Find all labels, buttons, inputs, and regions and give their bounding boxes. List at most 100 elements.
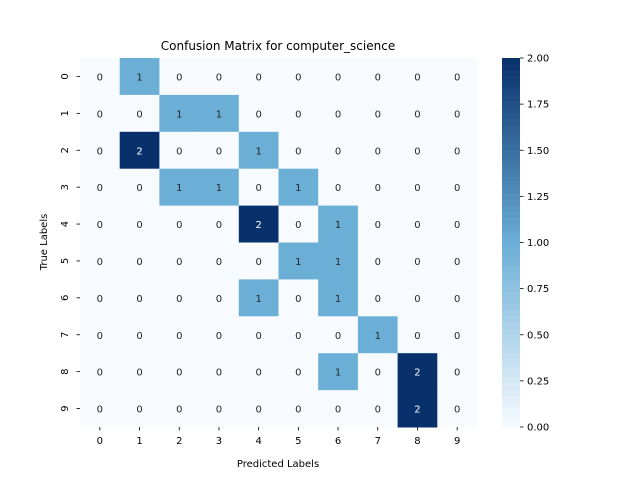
colorbar-segment	[502, 205, 520, 213]
cell-value-label: 0	[136, 368, 142, 379]
heatmap-cell	[278, 205, 319, 243]
cell-value-label: 0	[136, 183, 142, 194]
heatmap-cell	[437, 94, 478, 133]
colorbar-segment	[502, 181, 520, 188]
heatmap-cell	[238, 353, 279, 391]
heatmap-cell	[119, 279, 160, 317]
cell-value-label: 0	[97, 257, 103, 268]
colorbar-segment	[502, 310, 520, 317]
heatmap-cell	[199, 316, 240, 354]
cell-value-label: 0	[335, 109, 341, 120]
heatmap-cell	[318, 94, 359, 133]
cell-value-label: 1	[295, 257, 301, 268]
colorbar-segment	[502, 58, 520, 65]
cell-value-label: 0	[414, 257, 420, 268]
cell-value-label: 0	[295, 146, 301, 157]
colorbar-segment	[502, 144, 520, 151]
heatmap-cell	[199, 279, 240, 317]
cell-value-label: 0	[216, 405, 222, 416]
colorbar-segment	[502, 211, 520, 219]
heatmap-cell	[119, 94, 160, 133]
heatmap-cell	[278, 242, 319, 280]
cell-value-label: 0	[414, 331, 420, 342]
heatmap-cell	[238, 279, 279, 317]
colorbar-segment	[502, 334, 520, 342]
y-tick-label: 8	[60, 368, 71, 374]
colorbar-segment	[502, 383, 520, 391]
x-tick-label: 1	[136, 436, 142, 447]
heatmap-cell	[397, 58, 438, 96]
cell-value-label: 0	[295, 405, 301, 416]
colorbar-segment	[502, 174, 520, 182]
heatmap-cell	[278, 316, 319, 354]
x-tick-label: 2	[176, 436, 182, 447]
colorbar-segment	[502, 94, 520, 102]
cell-value-label: 0	[97, 109, 103, 120]
cell-value-label: 0	[255, 405, 261, 416]
heatmap-cell	[357, 390, 399, 428]
y-axis-label: True Labels	[39, 214, 50, 272]
heatmap-cell	[318, 242, 359, 280]
heatmap-cell	[80, 58, 121, 96]
heatmap-cell	[318, 316, 359, 354]
colorbar-segment	[502, 217, 520, 225]
colorbar-tick-label: 2.00	[527, 54, 549, 65]
cell-value-label: 0	[136, 331, 142, 342]
x-tick-label: 8	[414, 436, 420, 447]
heatmap-cell	[159, 58, 200, 96]
cell-value-label: 2	[136, 146, 142, 157]
heatmap-cell	[397, 390, 438, 428]
y-tick-label: 7	[60, 332, 71, 338]
colorbar-segment	[502, 347, 520, 354]
heatmap-cell	[159, 242, 200, 280]
heatmap-cell	[357, 353, 399, 391]
heatmap-cell	[437, 131, 478, 170]
y-tick-label: 0	[60, 73, 71, 79]
cell-value-label: 0	[255, 257, 261, 268]
heatmap-cell	[318, 58, 359, 96]
cell-value-label: 0	[335, 331, 341, 342]
cell-value-label: 0	[295, 109, 301, 120]
heatmap-cell	[119, 353, 160, 391]
cell-value-label: 0	[335, 183, 341, 194]
cell-value-label: 0	[454, 220, 460, 231]
colorbar-segment	[502, 291, 520, 299]
cell-value-label: 0	[176, 72, 182, 83]
heatmap-cell	[357, 94, 399, 133]
cell-value-label: 0	[216, 72, 222, 83]
heatmap-cell	[199, 353, 240, 391]
heatmap-cell	[119, 58, 160, 96]
heatmap-cell	[278, 353, 319, 391]
cell-value-label: 0	[97, 368, 103, 379]
heatmap-cell	[119, 205, 160, 243]
colorbar-segment	[502, 224, 520, 231]
colorbar: 0.00 0.25 0.50 0.75 1.00 1.25 1.50 1.75 2.00	[502, 54, 549, 434]
heatmap-cell	[80, 316, 121, 354]
colorbar-segment	[502, 168, 520, 176]
cell-value-label: 1	[255, 146, 261, 157]
x-tick-label: 9	[454, 436, 460, 447]
heatmap-cell	[80, 131, 121, 170]
cell-value-label: 0	[454, 109, 460, 120]
heatmap-cell	[278, 168, 319, 207]
heatmap-cell	[80, 390, 121, 428]
cell-value-label: 0	[176, 405, 182, 416]
heatmap-cell	[159, 131, 200, 170]
heatmap-cell	[119, 390, 160, 428]
cell-value-label: 0	[176, 368, 182, 379]
colorbar-segment	[502, 353, 520, 360]
x-tick-label: 6	[335, 436, 341, 447]
cell-value-label: 1	[335, 257, 341, 268]
heatmap-cell	[159, 94, 200, 133]
heatmap-cell	[80, 353, 121, 391]
cell-value-label: 0	[454, 331, 460, 342]
cell-value-label: 0	[375, 109, 381, 120]
heatmap-cell	[437, 205, 478, 243]
cell-value-label: 0	[136, 294, 142, 305]
colorbar-segment	[502, 285, 520, 293]
heatmap-cell	[397, 205, 438, 243]
cell-value-label: 1	[216, 109, 222, 120]
colorbar-segment	[502, 248, 520, 256]
heatmap-cell	[278, 58, 319, 96]
